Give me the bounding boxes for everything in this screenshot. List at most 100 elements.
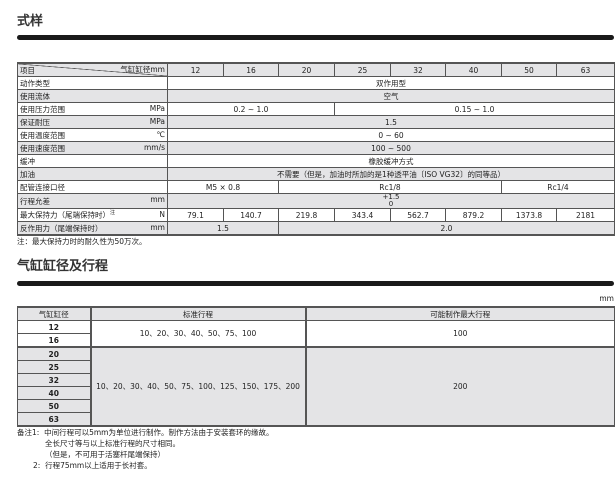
tol-upper: +1.5 — [382, 193, 400, 201]
bore-63: 63 — [556, 62, 615, 77]
value: 219.8 — [278, 208, 335, 222]
bore-32: 32 — [390, 62, 446, 77]
header-max-stroke: 可能制作最大行程 — [304, 306, 615, 321]
bore: 63 — [17, 412, 91, 427]
std-stroke: 10、20、30、40、50、75、100、125、150、175、200 — [89, 346, 306, 427]
title-divider — [17, 281, 614, 286]
unit: mm/s — [143, 143, 165, 152]
label: 使用压力范围 — [20, 104, 65, 114]
label: 行程允差 — [20, 196, 50, 206]
row-stroke-tol: 行程允差 mm +1.5 0 — [17, 193, 615, 209]
header-row: 项目 气缸缸径mm 12 16 20 25 32 40 50 63 — [17, 62, 615, 77]
row-reaction: 反作用力（尾端保持时） mm 1.5 2.0 — [17, 221, 615, 236]
label: 配管连接口径 — [17, 180, 168, 194]
label: 加油 — [17, 167, 168, 181]
row-proof: 保证耐压 MPa 1.5 — [17, 115, 615, 129]
bore: 12 — [17, 320, 91, 334]
bore: 50 — [17, 399, 91, 413]
spec-note: 注：最大保持力时的耐久性为50万次。 — [17, 237, 147, 246]
value: 0.15 ~ 1.0 — [334, 102, 615, 116]
table-row: 16 — [17, 333, 615, 348]
label: 动作类型 — [17, 76, 168, 90]
stroke-title: 气缸缸径及行程 — [17, 259, 109, 274]
label: 使用温度范围 — [20, 130, 65, 140]
row-hold: 最大保持力（尾端保持时）注 N 79.1 140.7 219.8 343.4 562.7 8… — [17, 208, 615, 222]
label: 保证耐压 — [20, 117, 50, 127]
bore: 16 — [17, 333, 91, 348]
value: M5 × 0.8 — [167, 180, 279, 194]
unit: mm — [150, 195, 165, 204]
bore-16: 16 — [223, 62, 279, 77]
spec-title: 式样 — [17, 14, 44, 29]
value: 双作用型 — [167, 76, 615, 90]
table-row: 50 — [17, 399, 615, 413]
value: 不需要（但是，加油时所加的是1种透平油〔ISO VG32〕的同等品） — [167, 167, 615, 181]
bore-header: 气缸缸径mm — [120, 65, 165, 74]
row-port: 配管连接口径 M5 × 0.8 Rc1/8 Rc1/4 — [17, 180, 615, 194]
value: 1373.8 — [501, 208, 557, 222]
label: 最大保持力（尾端保持时） — [20, 210, 110, 220]
value: 空气 — [167, 89, 615, 103]
table-row: 63 — [17, 412, 615, 427]
value: 橡胶缓冲方式 — [167, 154, 615, 168]
unit: MPa — [149, 117, 165, 126]
row-action: 动作类型 双作用型 — [17, 76, 615, 90]
table-row: 12 10、20、30、40、50、75、100 100 — [17, 320, 615, 348]
max-stroke: 200 — [304, 346, 615, 427]
row-cushion: 缓冲 橡胶缓冲方式 — [17, 154, 615, 168]
label: 使用流体 — [17, 89, 168, 103]
remark-1c: （但是，不可用于活塞杆尾端保持） — [45, 450, 165, 459]
label: 缓冲 — [17, 154, 168, 168]
label: 使用速度范围 — [20, 143, 65, 153]
value: 2181 — [556, 208, 615, 222]
value: 0 ~ 60 — [167, 128, 615, 142]
value: Rc1/4 — [501, 180, 615, 194]
row-pressure: 使用压力范围 MPa 0.2 ~ 1.0 0.15 ~ 1.0 — [17, 102, 615, 116]
label: 反作用力（尾端保持时） — [20, 223, 103, 233]
value: 879.2 — [445, 208, 502, 222]
bore: 40 — [17, 386, 91, 400]
bore: 32 — [17, 373, 91, 387]
bore-25: 25 — [334, 62, 391, 77]
row-fluid: 使用流体 空气 — [17, 89, 615, 103]
value: 79.1 — [167, 208, 224, 222]
remark-1: 备注1: 中间行程可以5mm为单位进行制作。制作方法由于安装套环的缘故。 — [17, 428, 274, 437]
row-temp: 使用温度范围 ℃ 0 ~ 60 — [17, 128, 615, 142]
bore-20: 20 — [278, 62, 335, 77]
table-row: 20 10、20、30、40、50、75、100、125、150、175、200 2… — [17, 346, 615, 427]
unit: MPa — [149, 104, 165, 113]
bore-50: 50 — [501, 62, 557, 77]
value: Rc1/8 — [278, 180, 502, 194]
bore: 25 — [17, 360, 91, 374]
std-stroke: 10、20、30、40、50、75、100 — [89, 320, 306, 348]
value: 100 ~ 500 — [167, 141, 615, 155]
stroke-unit: mm — [599, 294, 614, 303]
bore-12: 12 — [167, 62, 224, 77]
unit: N — [159, 210, 165, 219]
value: 0.2 ~ 1.0 — [167, 102, 335, 116]
row-lube: 加油 不需要（但是，加油时所加的是1种透平油〔ISO VG32〕的同等品） — [17, 167, 615, 181]
value: 343.4 — [334, 208, 391, 222]
remark-1b: 全长尺寸等与以上标准行程的尺寸相同。 — [45, 439, 180, 448]
bore-40: 40 — [445, 62, 502, 77]
max-stroke: 100 — [304, 320, 615, 348]
value: 2.0 — [278, 221, 615, 236]
value: 1.5 — [167, 115, 615, 129]
title-divider — [17, 35, 614, 40]
unit: ℃ — [156, 130, 165, 139]
remark-2: 2: 行程75mm以上适用于长衬套。 — [33, 461, 152, 470]
note-mark: 注 — [110, 210, 116, 217]
spec-table: 项目 气缸缸径mm 12 16 20 25 32 40 50 63 动作类型 双作用… — [17, 62, 615, 236]
item-header: 项目 — [20, 65, 35, 75]
header-std-stroke: 标准行程 — [89, 306, 306, 321]
value: 1.5 — [167, 221, 279, 236]
row-speed: 使用速度范围 mm/s 100 ~ 500 — [17, 141, 615, 155]
bore: 20 — [17, 346, 91, 361]
header-row: 气缸缸径 标准行程 可能制作最大行程 — [17, 306, 615, 321]
value: 140.7 — [223, 208, 279, 222]
header-bore: 气缸缸径 — [17, 306, 91, 321]
tol-lower: 0 — [388, 200, 394, 208]
stroke-table: 气缸缸径 标准行程 可能制作最大行程 12 10、20、30、40、50、75、100… — [17, 306, 615, 427]
unit: mm — [150, 223, 165, 232]
value: 562.7 — [390, 208, 446, 222]
